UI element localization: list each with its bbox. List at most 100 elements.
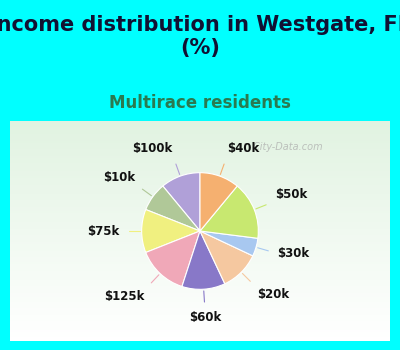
Bar [10,189,390,191]
Bar [10,141,390,143]
Bar [10,198,390,200]
Bar [10,290,390,293]
Bar [10,240,390,242]
Text: Income distribution in Westgate, FL
(%): Income distribution in Westgate, FL (%) [0,15,400,58]
Bar [10,165,390,167]
Bar [10,317,390,319]
Bar [10,236,390,238]
Bar [10,160,390,163]
Bar [10,328,390,330]
Wedge shape [146,231,200,287]
Bar [10,266,390,268]
Text: $60k: $60k [189,312,221,324]
Bar [10,248,390,251]
Bar [10,244,390,246]
Bar [10,337,390,339]
Wedge shape [200,186,258,238]
Bar [10,224,390,226]
Bar [10,134,390,136]
Bar [10,321,390,324]
Bar [10,319,390,321]
Bar [10,121,390,123]
Bar [10,178,390,180]
Bar [10,282,390,284]
Wedge shape [163,173,200,231]
Bar [10,130,390,132]
Bar [10,204,390,207]
Bar [10,136,390,138]
Bar [10,185,390,187]
Bar [10,125,390,127]
Bar [10,332,390,335]
Text: $20k: $20k [257,288,289,301]
Wedge shape [200,231,258,256]
Bar [10,306,390,308]
Bar [10,216,390,218]
Wedge shape [200,173,237,231]
Bar [10,288,390,290]
Text: $100k: $100k [132,142,173,155]
Bar [10,167,390,169]
Bar [10,149,390,152]
Text: Multirace residents: Multirace residents [109,94,291,112]
Bar [10,315,390,317]
Text: $125k: $125k [104,290,145,303]
Bar [10,127,390,130]
Wedge shape [142,210,200,252]
Bar [10,308,390,310]
Bar [10,182,390,185]
Text: $40k: $40k [227,142,260,155]
Bar [10,156,390,158]
Bar [10,262,390,264]
Bar [10,229,390,231]
Bar [10,138,390,141]
Bar [10,132,390,134]
Bar [10,220,390,222]
Bar [10,297,390,299]
Bar [10,143,390,145]
Bar [10,286,390,288]
Bar [10,295,390,297]
Bar [10,169,390,172]
Bar [10,326,390,328]
Bar [10,268,390,271]
Bar [10,158,390,160]
Bar [10,273,390,275]
Bar [10,207,390,209]
Text: ⓘ City-Data.com: ⓘ City-Data.com [244,142,323,152]
Bar [10,251,390,253]
Bar [10,145,390,147]
Bar [10,226,390,229]
Wedge shape [146,186,200,231]
Bar [10,255,390,258]
Bar [10,211,390,213]
Bar [10,238,390,240]
Bar [10,187,390,189]
Bar [10,335,390,337]
Bar [10,275,390,277]
Bar [10,176,390,178]
Bar [10,209,390,211]
Bar [10,264,390,266]
Bar [10,280,390,282]
Bar [10,147,390,149]
Bar [10,246,390,248]
Bar [10,154,390,156]
Bar [10,339,390,341]
Bar [10,231,390,233]
Bar [10,191,390,194]
Wedge shape [200,231,253,284]
Text: $50k: $50k [275,188,307,201]
Bar [10,310,390,313]
Bar [10,253,390,255]
Bar [10,293,390,295]
Text: $75k: $75k [87,224,120,238]
Bar [10,163,390,165]
Bar [10,174,390,176]
Bar [10,304,390,306]
Bar [10,180,390,182]
Bar [10,284,390,286]
Wedge shape [182,231,225,289]
Bar [10,330,390,332]
Bar [10,152,390,154]
